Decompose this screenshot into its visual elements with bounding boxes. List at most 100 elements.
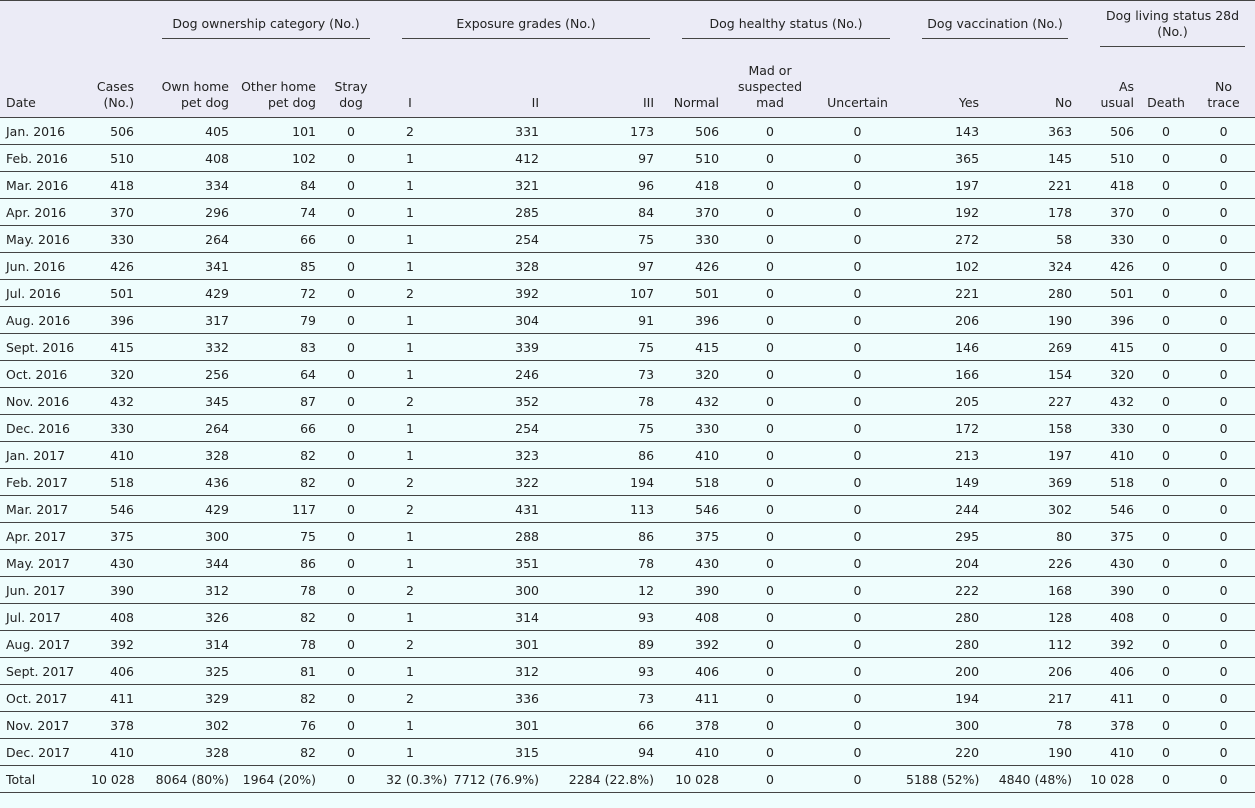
cell: 0: [725, 657, 816, 685]
row-label: Total: [0, 765, 85, 793]
cell: 328: [140, 738, 235, 766]
cell: 264: [140, 225, 235, 253]
table-row: Oct. 2017 411 329 82 0 2 336 73 411 0 0 194 217 411 0 0: [0, 684, 1255, 712]
cell: 344: [140, 549, 235, 577]
row-label: Mar. 2016: [0, 171, 85, 199]
cell: 269: [985, 333, 1079, 361]
cell: 75: [545, 225, 661, 253]
table-row: Sept. 2016 415 332 83 0 1 339 75 415 0 0 146 269 415 0…: [0, 333, 1255, 361]
cell: 0: [1192, 603, 1255, 631]
cell: 378: [660, 711, 726, 739]
cell: 408: [1078, 603, 1141, 631]
cell: 0: [322, 630, 381, 658]
cell: 280: [900, 630, 986, 658]
cell: 32 (0.3%): [380, 765, 447, 793]
cell: 410: [660, 738, 726, 766]
row-label: Sept. 2016: [0, 333, 85, 361]
column-header: Yes: [900, 49, 986, 118]
cell: 390: [660, 576, 726, 604]
cell: 418: [1078, 171, 1141, 199]
cell: 378: [85, 711, 140, 739]
cell: 406: [1078, 657, 1141, 685]
cell: 0: [1140, 684, 1193, 712]
cell: 78: [235, 576, 322, 604]
cell: 0: [1140, 495, 1193, 523]
cell: 0: [322, 414, 381, 442]
cell: 0: [815, 171, 901, 199]
cell: 0: [815, 198, 901, 226]
cell: 0: [815, 738, 901, 766]
cell: 0: [1140, 333, 1193, 361]
cell: 0: [322, 198, 381, 226]
cell: 410: [660, 441, 726, 469]
cell: 5188 (52%): [900, 765, 986, 793]
cell: 190: [985, 306, 1079, 334]
cell: 12: [545, 576, 661, 604]
cell: 352: [440, 387, 546, 415]
cell: 0: [725, 225, 816, 253]
cell: 430: [1078, 549, 1141, 577]
table-row: Jan. 2016 506 405 101 0 2 331 173 506 0 0 143 363 506…: [0, 117, 1255, 145]
cell: 0: [322, 117, 381, 145]
row-label: Jul. 2016: [0, 279, 85, 307]
cell: 0: [1192, 684, 1255, 712]
group-cell: Dog healthy status (No.): [660, 1, 900, 50]
row-label: Jun. 2017: [0, 576, 85, 604]
cell: 0: [725, 711, 816, 739]
cell: 0: [1192, 279, 1255, 307]
cell: 75: [545, 414, 661, 442]
cell: 1: [380, 657, 441, 685]
column-header: No: [985, 49, 1079, 118]
cell: 518: [1078, 468, 1141, 496]
cell: 330: [660, 225, 726, 253]
cell: 0: [815, 522, 901, 550]
cell: 392: [440, 279, 546, 307]
cell: 82: [235, 603, 322, 631]
cell: 226: [985, 549, 1079, 577]
row-label: Apr. 2016: [0, 198, 85, 226]
cell: 506: [1078, 117, 1141, 145]
table-body: Jan. 2016 506 405 101 0 2 331 173 506 0 0 143 363 506…: [0, 117, 1255, 793]
cell: 117: [235, 495, 322, 523]
cell: 1: [380, 171, 441, 199]
cell: 0: [1192, 171, 1255, 199]
cell: 200: [900, 657, 986, 685]
cell: 426: [1078, 252, 1141, 280]
cell: 510: [85, 144, 140, 172]
cell: 91: [545, 306, 661, 334]
cell: 78: [545, 549, 661, 577]
cell: 0: [725, 252, 816, 280]
cell: 0: [1192, 468, 1255, 496]
cell: 302: [140, 711, 235, 739]
cell: 396: [85, 306, 140, 334]
cell: 0: [815, 684, 901, 712]
cell: 426: [85, 252, 140, 280]
table-row: Dec. 2017 410 328 82 0 1 315 94 410 0 0 220 190 410 0 0: [0, 738, 1255, 766]
cell: 178: [985, 198, 1079, 226]
cell: 0: [1140, 603, 1193, 631]
cell: 1: [380, 441, 441, 469]
cell: 330: [660, 414, 726, 442]
cell: 0: [1140, 468, 1193, 496]
cell: 264: [140, 414, 235, 442]
cell: 0: [322, 603, 381, 631]
cell: 2284 (22.8%): [545, 765, 661, 793]
table-header: Dog ownership category (No.) Exposure gra…: [0, 0, 1255, 118]
cell: 0: [1140, 441, 1193, 469]
row-label: Nov. 2016: [0, 387, 85, 415]
cell: 96: [545, 171, 661, 199]
cell: 329: [140, 684, 235, 712]
cell: 82: [235, 684, 322, 712]
cell: 1: [380, 144, 441, 172]
cell: 0: [322, 684, 381, 712]
cell: 375: [1078, 522, 1141, 550]
cell: 0: [1140, 522, 1193, 550]
cell: 75: [235, 522, 322, 550]
cell: 1: [380, 414, 441, 442]
cell: 1: [380, 333, 441, 361]
cell: 0: [322, 738, 381, 766]
cell: 254: [440, 225, 546, 253]
cell: 296: [140, 198, 235, 226]
table-row: Jun. 2016 426 341 85 0 1 328 97 426 0 0 102 324 426 0 0: [0, 252, 1255, 280]
table-row: Nov. 2017 378 302 76 0 1 301 66 378 0 0 300 78 378 0 0: [0, 711, 1255, 739]
